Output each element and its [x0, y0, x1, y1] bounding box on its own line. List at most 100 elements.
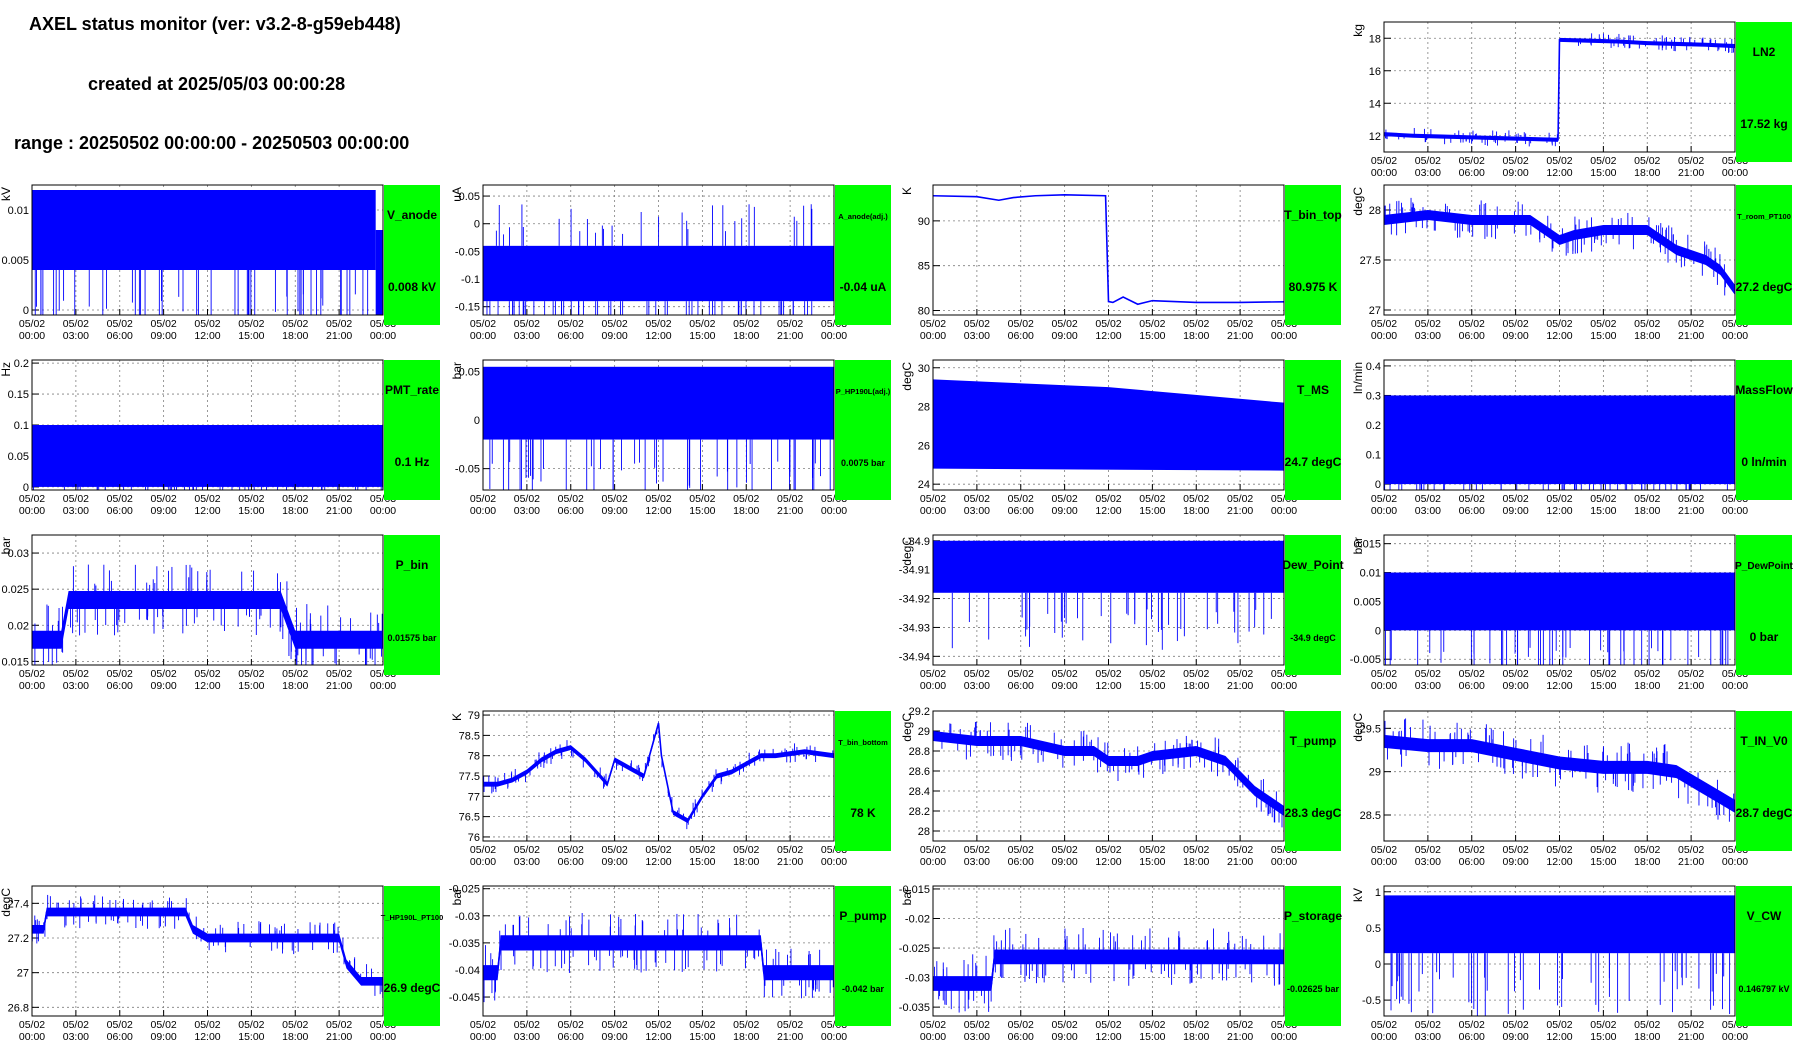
x-tick-label: 06:00: [1459, 505, 1485, 517]
series-t_room_pt100: [1384, 197, 1735, 296]
series-p_storage: [933, 927, 1284, 1013]
x-tick-label: 05/02: [601, 493, 627, 505]
x-tick-label: 05/02: [107, 1019, 133, 1031]
x-tick-label: 09:00: [1502, 330, 1528, 342]
data-band: [1384, 572, 1735, 631]
series-t_hp190l_pt100: [32, 894, 383, 999]
x-tick-label: 21:00: [1227, 505, 1253, 517]
x-tick-label: 12:00: [1095, 680, 1121, 692]
x-tick-label: 05/02: [689, 493, 715, 505]
status-panel: [835, 185, 891, 325]
series-a_anode: [483, 204, 834, 315]
y-axis-label: kg: [1351, 24, 1365, 37]
x-tick-label: 12:00: [1546, 680, 1572, 692]
chart-ln2: 1214161805/0200:0005/0203:0005/0206:0005…: [1351, 21, 1792, 179]
chart-pmt-rate: 0.20.150.10.05005/0200:0005/0203:0005/02…: [0, 358, 440, 517]
x-tick-label: 05/02: [1095, 844, 1121, 856]
x-tick-label: 00:00: [821, 505, 847, 517]
x-tick-label: 05/02: [282, 668, 308, 680]
data-line: [1384, 39, 1735, 141]
x-tick-label: 00:00: [920, 856, 946, 868]
y-tick-label: 0.015: [1353, 539, 1381, 551]
channel-name: T_IN_V0: [1740, 734, 1788, 748]
y-tick-label: -0.03: [455, 911, 480, 923]
x-tick-label: 05/02: [194, 1019, 220, 1031]
x-tick-label: 05/02: [238, 1019, 264, 1031]
x-tick-label: 09:00: [1051, 856, 1077, 868]
x-tick-label: 00:00: [370, 330, 396, 342]
y-tick-label: 0.01: [8, 205, 29, 217]
y-tick-label: -34.93: [899, 622, 930, 634]
y-tick-label: 24: [918, 479, 930, 491]
x-tick-label: 12:00: [194, 505, 220, 517]
x-tick-label: 21:00: [1678, 856, 1704, 868]
x-tick-label: 05/02: [1139, 668, 1165, 680]
x-tick-label: 05/02: [920, 493, 946, 505]
x-tick-label: 15:00: [1139, 680, 1165, 692]
channel-value: 24.7 degC: [1285, 455, 1342, 469]
y-tick-label: 78.5: [459, 730, 480, 742]
chart-p-dewpoint: 0.0150.010.0050-0.00505/0200:0005/0203:0…: [1350, 534, 1794, 692]
x-tick-label: 05/02: [1227, 318, 1253, 330]
x-tick-label: 09:00: [1051, 1031, 1077, 1043]
channel-name: P_DewPoint: [1735, 561, 1793, 572]
y-axis-label: kV: [1351, 888, 1365, 902]
channel-name: A_anode(adj.): [838, 212, 888, 221]
x-tick-label: 18:00: [1634, 167, 1660, 179]
series-t_in_v0: [1384, 718, 1735, 822]
x-tick-label: 00:00: [1722, 680, 1748, 692]
x-tick-label: 05/02: [1227, 493, 1253, 505]
channel-value: 0.1 Hz: [395, 455, 430, 469]
series-v_cw: [1384, 895, 1735, 1016]
x-tick-label: 05/02: [777, 844, 803, 856]
x-tick-label: 03:00: [514, 1031, 540, 1043]
x-tick-label: 05/02: [514, 1019, 540, 1031]
x-tick-label: 05/02: [1008, 1019, 1034, 1031]
x-tick-label: 18:00: [1634, 680, 1660, 692]
x-tick-label: 18:00: [1634, 856, 1660, 868]
x-tick-label: 06:00: [1459, 856, 1485, 868]
x-tick-label: 12:00: [1095, 330, 1121, 342]
status-panel: [1285, 185, 1341, 325]
x-tick-label: 05/02: [558, 318, 584, 330]
x-tick-label: 05/02: [1634, 493, 1660, 505]
x-tick-label: 18:00: [1183, 680, 1209, 692]
status-panel: [1285, 711, 1341, 851]
x-tick-label: 05/02: [1678, 668, 1704, 680]
x-tick-label: 00:00: [821, 1031, 847, 1043]
channel-name: PMT_rate: [385, 383, 439, 397]
x-tick-label: 21:00: [1227, 680, 1253, 692]
x-tick-label: 05/02: [326, 493, 352, 505]
data-line: [32, 911, 383, 983]
channel-name: V_anode: [387, 208, 437, 222]
x-tick-label: 05/02: [282, 318, 308, 330]
series-p_hp190l: [483, 366, 834, 490]
y-tick-label: 0.01: [1360, 568, 1381, 580]
x-tick-label: 00:00: [19, 505, 45, 517]
y-tick-label: 0: [1375, 959, 1381, 971]
x-tick-label: 05/02: [194, 318, 220, 330]
channel-name: V_CW: [1747, 909, 1782, 923]
x-tick-label: 05/02: [1183, 668, 1209, 680]
x-tick-label: 05/02: [1415, 318, 1441, 330]
x-tick-label: 03:00: [1415, 330, 1441, 342]
data-line: [1384, 740, 1735, 808]
y-tick-label: 0.005: [1353, 596, 1381, 608]
x-tick-label: 00:00: [1371, 167, 1397, 179]
y-tick-label: -0.025: [449, 884, 480, 896]
x-tick-label: 21:00: [1227, 856, 1253, 868]
y-tick-label: 0: [1375, 479, 1381, 491]
x-tick-label: 21:00: [1227, 330, 1253, 342]
x-tick-label: 00:00: [1371, 330, 1397, 342]
y-axis-label: K: [900, 187, 914, 195]
x-tick-label: 09:00: [1051, 680, 1077, 692]
y-tick-label: 76.5: [459, 812, 480, 824]
x-tick-label: 05/02: [1502, 493, 1528, 505]
data-band: [1384, 895, 1735, 954]
x-tick-label: 00:00: [19, 1031, 45, 1043]
x-tick-label: 05/02: [1183, 1019, 1209, 1031]
x-tick-label: 00:00: [370, 680, 396, 692]
x-tick-label: 05/02: [1371, 318, 1397, 330]
y-tick-label: -0.5: [1362, 995, 1381, 1007]
x-tick-label: 21:00: [1227, 1031, 1253, 1043]
